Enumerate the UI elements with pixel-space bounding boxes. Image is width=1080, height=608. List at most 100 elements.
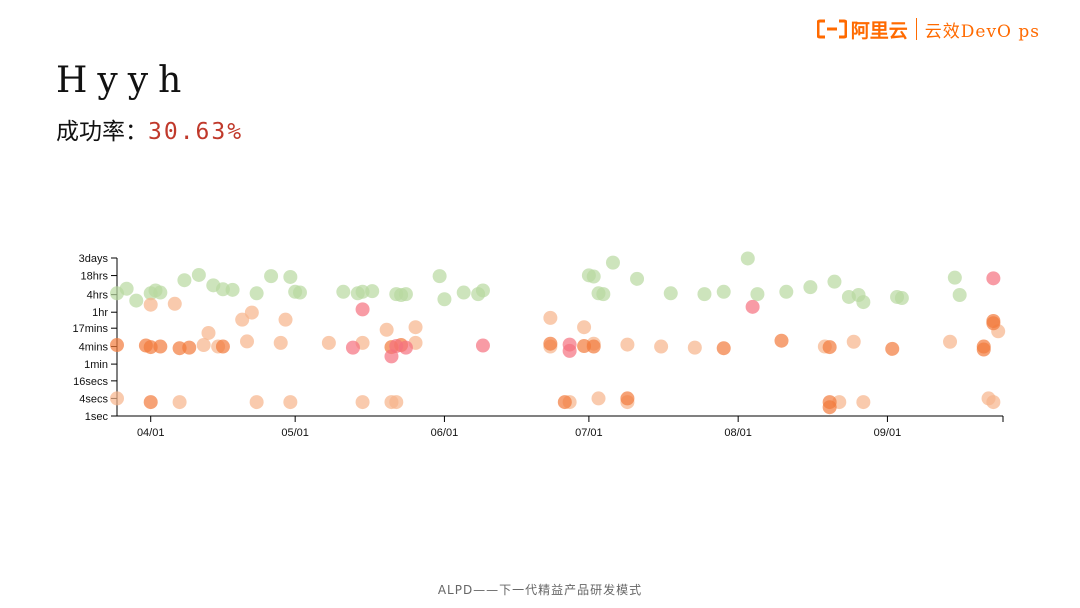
warn-point	[273, 335, 288, 350]
warn-point	[543, 310, 558, 325]
ok-point	[596, 287, 611, 302]
ok-point	[475, 283, 490, 298]
warn-point	[943, 334, 958, 349]
warn-point	[244, 305, 259, 320]
busy-point	[716, 341, 731, 356]
ok-point	[952, 287, 967, 302]
ok-point	[153, 285, 168, 300]
ok-point	[740, 251, 755, 266]
ok-point	[586, 269, 601, 284]
ok-point	[856, 295, 871, 310]
fail-point	[398, 340, 413, 355]
warn-point	[240, 334, 255, 349]
ok-point	[456, 285, 471, 300]
brand-header: 阿里云 云效DevO ps	[816, 14, 1040, 44]
ok-point	[365, 284, 380, 299]
busy-point	[182, 340, 197, 355]
warn-point	[654, 339, 669, 354]
warn-point	[235, 312, 250, 327]
scatter-plot: 3days 18hrs 4hrs 1hr 17mins 4mins 1min 16secs 4s…	[73, 251, 1006, 439]
warn-point	[379, 322, 394, 337]
fail-point	[384, 349, 399, 364]
warn-point	[355, 395, 370, 410]
ok-point	[803, 280, 818, 295]
brand-name: 阿里云	[850, 19, 908, 42]
warn-point	[167, 296, 182, 311]
product-name: 云效DevO ps	[924, 21, 1040, 42]
busy-point	[620, 391, 635, 406]
busy-point	[557, 395, 572, 410]
ok-point	[663, 286, 678, 301]
fail-point	[986, 271, 1001, 286]
warn-point	[278, 312, 293, 327]
busy-point	[110, 338, 124, 353]
warn-point	[408, 320, 423, 335]
aliyun-logo: 阿里云	[816, 16, 908, 43]
warn-point	[321, 335, 336, 350]
success-rate-value: 30.63%	[148, 119, 244, 145]
ok-point	[283, 269, 298, 284]
ok-point	[605, 255, 620, 270]
fail-point	[355, 302, 370, 317]
footer-text: ALPD——下一代精益产品研发模式	[437, 583, 643, 597]
y-tick-label: 16secs	[73, 376, 108, 388]
success-rate: 成功率：30.63%	[56, 112, 243, 146]
ok-point	[947, 270, 962, 285]
y-tick-label: 17mins	[73, 323, 109, 335]
x-tick-label: 05/01	[281, 427, 309, 439]
warn-point	[846, 334, 861, 349]
y-tick-label: 1hr	[92, 307, 108, 319]
warn-point	[591, 391, 606, 406]
ok-point	[432, 269, 447, 284]
y-tick-label: 4hrs	[87, 290, 109, 302]
warn-point	[143, 297, 158, 312]
chart-axes: 3days 18hrs 4hrs 1hr 17mins 4mins 1min 16secs 4s…	[73, 253, 1004, 439]
x-tick-label: 04/01	[137, 427, 165, 439]
busy-point	[976, 342, 991, 357]
ok-point	[191, 267, 206, 282]
fail-point	[562, 343, 577, 358]
ok-point	[630, 271, 645, 286]
ok-point	[437, 292, 452, 307]
ok-point	[264, 269, 279, 284]
fail-point	[345, 340, 360, 355]
busy-point	[822, 340, 837, 355]
ok-point	[779, 284, 794, 299]
ok-point	[750, 287, 765, 302]
warn-point	[620, 337, 635, 352]
y-tick-label: 18hrs	[80, 271, 108, 283]
warn-point	[196, 338, 211, 353]
busy-point	[543, 336, 558, 351]
ok-point	[894, 291, 909, 306]
warn-point	[201, 325, 216, 340]
busy-point	[143, 395, 158, 410]
warn-point	[110, 391, 124, 406]
warn-point	[687, 340, 702, 355]
busy-point	[153, 339, 168, 354]
y-tick-label: 4secs	[79, 393, 108, 405]
warn-point	[856, 395, 871, 410]
warn-point	[283, 395, 298, 410]
warn-point	[577, 320, 592, 335]
warn-point	[172, 395, 187, 410]
ok-point	[129, 293, 144, 308]
build-duration-chart: 3days 18hrs 4hrs 1hr 17mins 4mins 1min 16secs 4s…	[0, 240, 1080, 440]
y-tick-label: 4mins	[79, 342, 109, 354]
x-tick-label: 07/01	[575, 427, 603, 439]
ok-point	[225, 282, 240, 297]
busy-point	[986, 313, 1001, 328]
ok-point	[119, 281, 134, 296]
busy-point	[885, 341, 900, 356]
warn-point	[389, 395, 404, 410]
busy-point	[215, 339, 230, 354]
fail-point	[475, 338, 490, 353]
y-tick-label: 1min	[84, 359, 108, 371]
warn-point	[986, 395, 1001, 410]
warn-point	[249, 395, 264, 410]
ok-point	[827, 274, 842, 289]
chart-points	[110, 251, 1006, 415]
page-title: Hyyh	[56, 60, 192, 101]
busy-point	[774, 333, 789, 348]
y-tick-label: 3days	[79, 253, 109, 265]
busy-point	[822, 400, 837, 415]
